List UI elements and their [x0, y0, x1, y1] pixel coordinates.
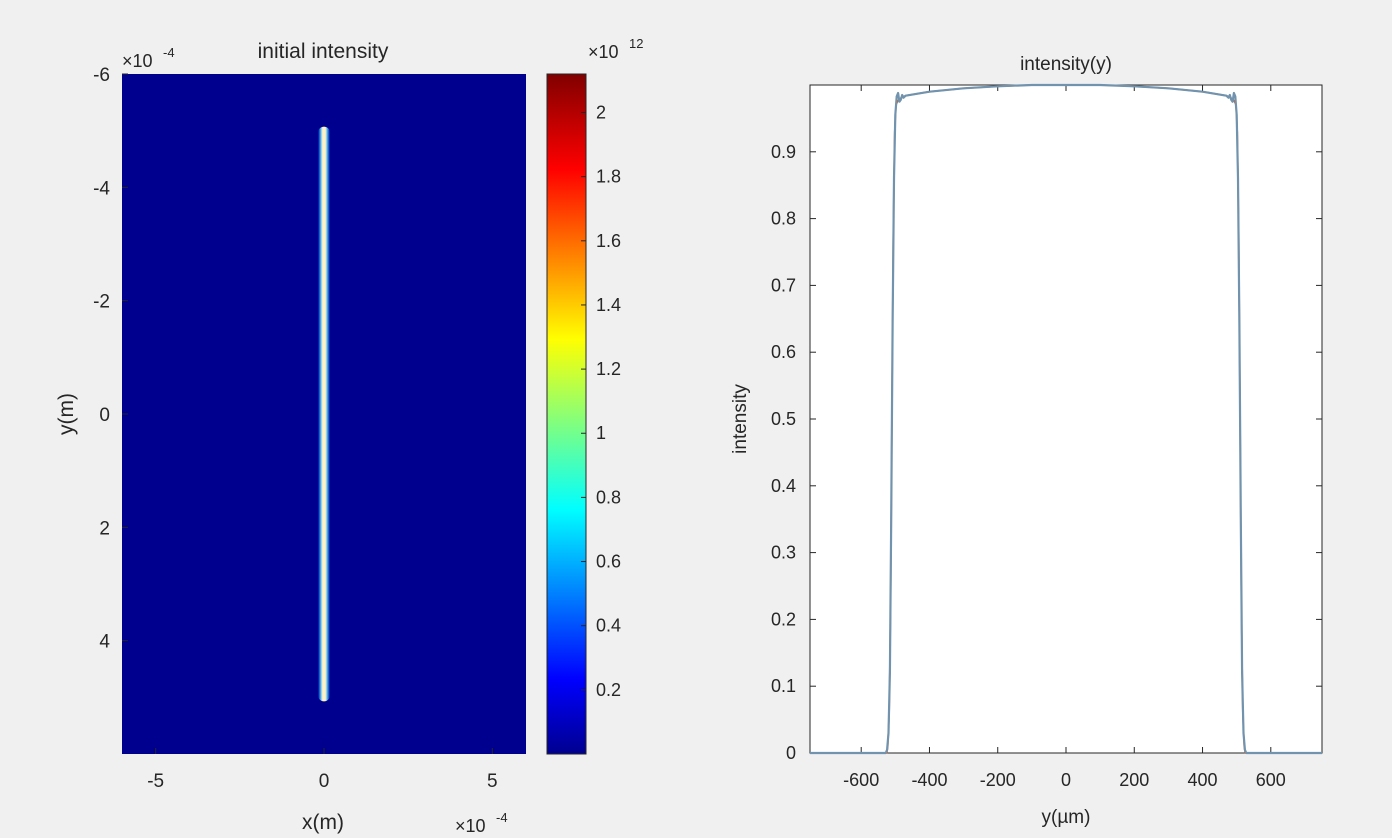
line-x-tick-label: 200 — [1119, 770, 1149, 790]
heatmap-y-exponent-base: ×10 — [122, 51, 153, 71]
line-ticks: -600 -400 -200 0 200 400 600 0 0.1 0.2 0.3 0.4 0.5 0.… — [771, 85, 1322, 790]
colorbar: 0.2 0.4 0.6 0.8 1 1.2 1.4 1.6 1.8 2 ×10 12 — [546, 36, 643, 755]
heatmap-x-tick-label: 0 — [319, 771, 330, 792]
heatmap-y-tick-label: 2 — [99, 518, 110, 539]
colorbar-exponent: ×10 12 — [588, 36, 643, 62]
heatmap-y-tick-label: -2 — [93, 292, 110, 313]
heatmap-ticks: -5 0 5 -6 -4 -2 0 2 4 — [93, 65, 498, 792]
heatmap-x-tick-label: -5 — [147, 771, 164, 792]
heatmap-y-tick-label: -6 — [93, 65, 110, 86]
line-y-tick-label: 0.6 — [771, 342, 796, 362]
heatmap-y-tick-label: 4 — [99, 632, 110, 653]
colorbar-tick-label: 0.4 — [596, 616, 621, 636]
heatmap-x-exponent-base: ×10 — [455, 816, 486, 836]
colorbar-tick-label: 1.2 — [596, 359, 621, 379]
line-y-tick-label: 0.8 — [771, 209, 796, 229]
line-y-axis-label: intensity — [730, 384, 751, 454]
colorbar-tick-label: 0.6 — [596, 552, 621, 572]
colorbar-ticks: 0.2 0.4 0.6 0.8 1 1.2 1.4 1.6 1.8 2 — [581, 102, 621, 700]
line-x-tick-label: -400 — [911, 770, 947, 790]
heatmap-x-exponent: ×10 -4 — [455, 810, 508, 836]
line-x-tick-label: 400 — [1188, 770, 1218, 790]
heatmap-y-axis-label: y(m) — [55, 393, 78, 435]
heatmap-y-tick-label: -4 — [93, 178, 110, 199]
line-y-tick-label: 0.3 — [771, 543, 796, 563]
colorbar-tick-label: 1 — [596, 423, 606, 443]
colorbar-exponent-power: 12 — [629, 36, 643, 51]
line-x-axis-label: y(µm) — [1042, 807, 1091, 828]
colorbar-tick-label: 0.2 — [596, 680, 621, 700]
heatmap-x-exponent-power: -4 — [496, 810, 508, 825]
line-series-2 — [810, 83, 1322, 755]
intensity-stripe — [318, 126, 330, 702]
colorbar-tick-label: 1.8 — [596, 167, 621, 187]
heatmap-y-tick-label: 0 — [99, 405, 110, 426]
line-y-tick-label: 0.9 — [771, 142, 796, 162]
line-y-tick-label: 0.4 — [771, 476, 796, 496]
line-y-tick-label: 0.5 — [771, 409, 796, 429]
line-series-group — [810, 83, 1322, 755]
line-x-tick-label: -200 — [980, 770, 1016, 790]
heatmap-chart: -5 0 5 -6 -4 -2 0 2 4 initial intensity x(m) y(m… — [55, 40, 526, 836]
heatmap-y-exponent: ×10 -4 — [122, 45, 175, 71]
heatmap-y-exponent-power: -4 — [163, 45, 175, 60]
line-y-tick-label: 0 — [786, 743, 796, 763]
line-y-tick-label: 0.2 — [771, 609, 796, 629]
heatmap-title: initial intensity — [258, 40, 389, 63]
intensity-stripe-rect — [318, 126, 330, 702]
line-x-tick-label: 0 — [1061, 770, 1071, 790]
colorbar-gradient — [546, 73, 587, 755]
colorbar-tick-label: 2 — [596, 102, 606, 122]
colorbar-tick-label: 1.6 — [596, 231, 621, 251]
heatmap-x-axis-label: x(m) — [302, 811, 344, 834]
line-x-tick-label: 600 — [1256, 770, 1286, 790]
heatmap-x-tick-label: 5 — [487, 771, 498, 792]
line-chart: -600 -400 -200 0 200 400 600 0 0.1 0.2 0.3 0.4 0.5 0.… — [730, 54, 1323, 828]
colorbar-tick-label: 1.4 — [596, 295, 621, 315]
line-title: intensity(y) — [1020, 54, 1112, 75]
line-plot-area — [809, 84, 1323, 754]
line-y-tick-label: 0.1 — [771, 676, 796, 696]
line-x-tick-label: -600 — [843, 770, 879, 790]
colorbar-exponent-base: ×10 — [588, 42, 619, 62]
line-y-tick-label: 0.7 — [771, 275, 796, 295]
colorbar-tick-label: 0.8 — [596, 487, 621, 507]
